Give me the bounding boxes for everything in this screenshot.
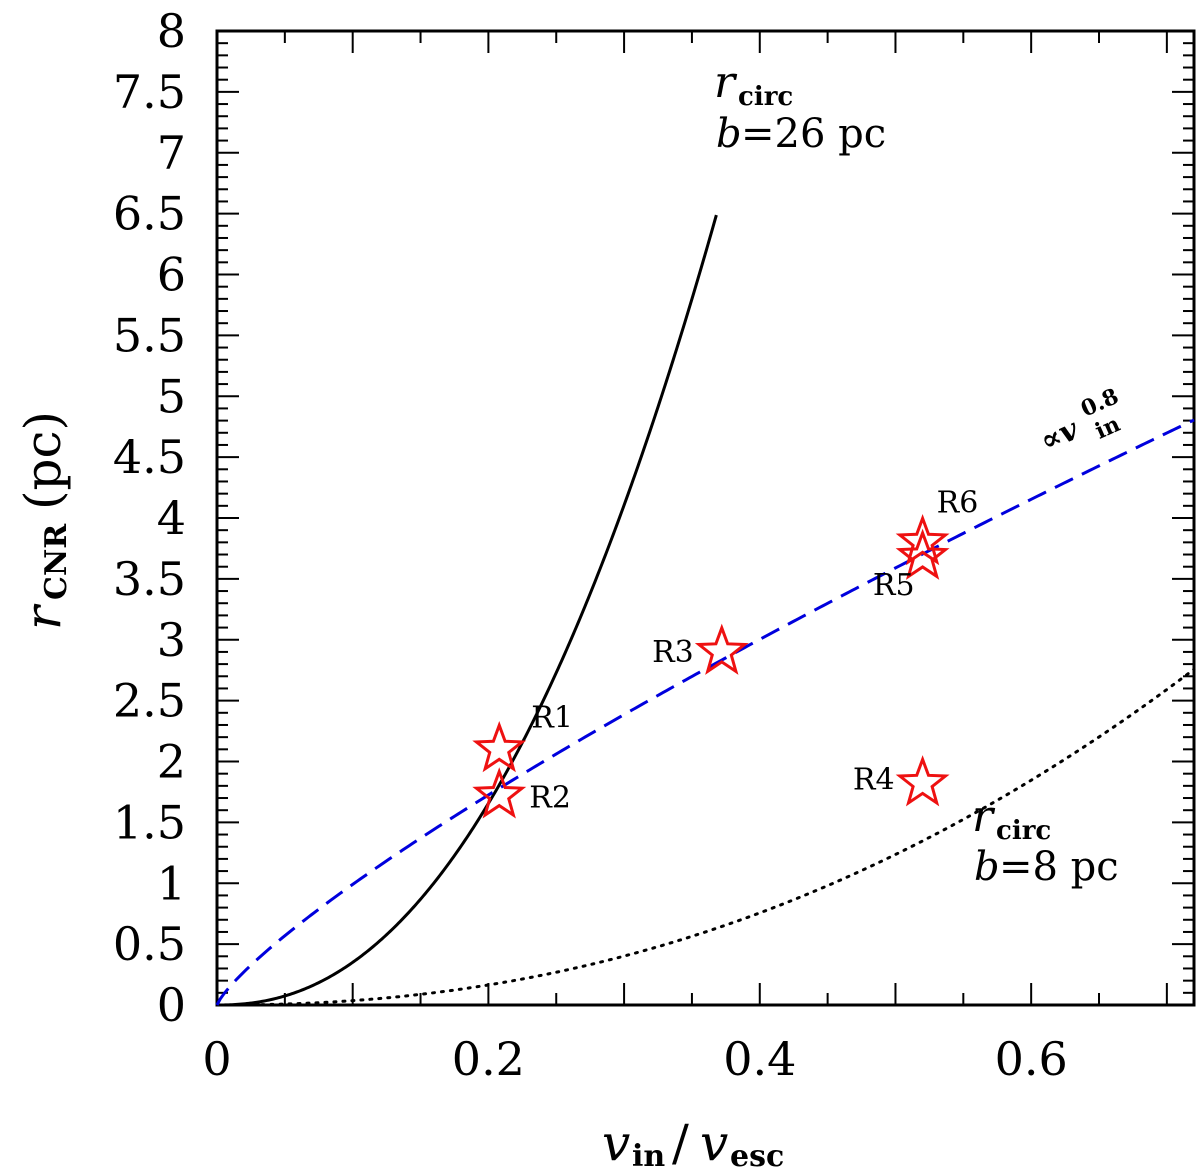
point-label-R4: R4 (853, 762, 895, 797)
x-tick-label: 0.6 (995, 1032, 1068, 1086)
x-axis-title-slash: / (672, 1114, 689, 1172)
svg-text:r: r (14, 603, 72, 630)
y-tick-label: 2.5 (113, 674, 186, 728)
point-label-R1: R1 (531, 700, 573, 735)
star-marker-R6 (895, 514, 950, 566)
y-tick-label: 4 (157, 491, 186, 545)
y-tick-label: 7.5 (113, 65, 186, 119)
x-axis-title-in: in (632, 1139, 665, 1172)
tick-marks (216, 30, 1194, 1006)
y-tick-label: 5 (157, 369, 186, 423)
y-tick-label: 4.5 (113, 430, 186, 484)
anno-circ26-eq: =26 pc (741, 111, 886, 157)
plot-frame (215, 29, 1196, 1007)
anno-circ8-sub: circ (996, 816, 1051, 846)
x-tick-labels: 0 0.2 0.4 0.6 (202, 1032, 1067, 1086)
x-axis-title-v2: v (700, 1114, 728, 1172)
y-tick-label: 0.5 (113, 917, 186, 971)
svg-text:(pc): (pc) (14, 411, 72, 510)
point-label-R3: R3 (652, 635, 694, 670)
y-tick-label: 3 (157, 613, 186, 667)
series-line-1 (217, 214, 718, 1007)
anno-circ26-b: b (716, 111, 742, 157)
svg-text:CNR: CNR (39, 523, 74, 600)
y-tick-label: 6 (157, 248, 186, 302)
star-marker-R2 (472, 767, 527, 819)
series-layer (215, 214, 1196, 1007)
anno-circ8-eq: =8 pc (999, 844, 1119, 890)
anno-circ8-r: r (972, 791, 996, 842)
y-tick-labels: 0 0.5 1 1.5 2 2.5 3 3.5 4 4.5 5 5.5 6 6.5 7 7.5 8 (113, 4, 186, 1032)
point-label-R6: R6 (937, 485, 979, 520)
series-line-2 (215, 667, 1196, 1007)
series-line-3 (215, 418, 1195, 1006)
x-tick-label: 0 (202, 1032, 231, 1086)
y-tick-label: 3.5 (113, 552, 186, 606)
svg-text:∝v: ∝v (1035, 412, 1084, 459)
x-tick-label: 0.2 (452, 1032, 525, 1086)
y-tick-label: 8 (157, 4, 186, 58)
y-tick-label: 7 (157, 126, 186, 180)
x-axis-title-esc: esc (730, 1139, 784, 1172)
y-tick-label: 0 (157, 978, 186, 1032)
x-axis-title-v: v (602, 1114, 630, 1172)
y-axis-title: r CNR (pc) (14, 411, 74, 630)
star-marker-R5 (895, 528, 950, 580)
anno-circ26-r: r (714, 57, 738, 108)
x-tick-label: 0.4 (723, 1032, 796, 1086)
y-tick-label: 6.5 (113, 187, 186, 241)
star-marker-R1 (472, 721, 527, 773)
anno-circ26-sub: circ (738, 82, 793, 112)
y-tick-label: 2 (157, 735, 186, 789)
point-label-R2: R2 (529, 781, 571, 816)
anno-power-law: ∝v 0.8 in (1035, 383, 1124, 459)
y-tick-label: 5.5 (113, 308, 186, 362)
points-layer (472, 514, 950, 819)
y-tick-label: 1.5 (113, 795, 186, 849)
star-marker-R4 (895, 755, 950, 807)
y-tick-label: 1 (157, 856, 186, 910)
star-marker-R3 (694, 623, 749, 675)
point-label-R5: R5 (873, 568, 915, 603)
anno-circ8-b: b (974, 844, 1000, 890)
point-labels: R1 R2 R3 R4 R5 R6 (529, 485, 978, 815)
